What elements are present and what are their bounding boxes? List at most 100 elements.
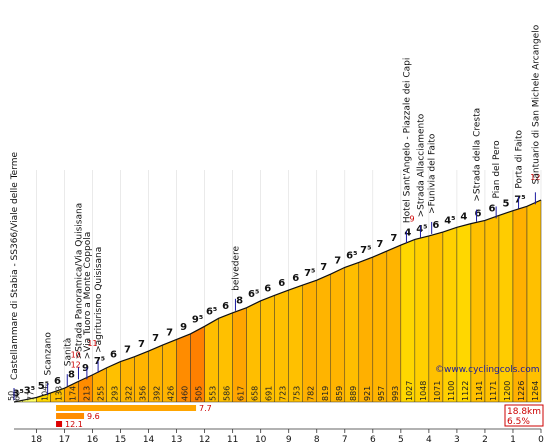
gradient-label: 4 xyxy=(460,212,467,223)
altitude-label: 553 xyxy=(209,386,218,401)
profile-segment xyxy=(316,273,332,403)
gradient-label: 7 xyxy=(152,333,159,344)
place-label: >Strada Panoramica/Via Quisisana xyxy=(74,203,84,360)
place-label: Santuario di San Michele Arcangelo xyxy=(531,24,541,184)
difficulty-bar xyxy=(56,405,197,411)
gradient-label: 6 xyxy=(488,203,495,214)
profile-segment xyxy=(456,223,472,403)
altitude-label: 819 xyxy=(321,386,330,401)
place-label: Pian del Pero xyxy=(492,140,502,199)
altitude-label: 60 xyxy=(12,391,21,401)
x-tick-label: 18 xyxy=(31,435,43,444)
profile-segment xyxy=(288,284,303,403)
gradient-label: 4 xyxy=(404,227,411,238)
place-label: >Strada Allacciamento xyxy=(416,113,426,217)
altitude-label: 586 xyxy=(223,386,232,401)
max-gradient-label: 12 xyxy=(71,360,81,369)
gradient-label: 4⁵ xyxy=(444,215,455,226)
place-labels: Castellammare di Stabia - SS366/Viale de… xyxy=(10,24,541,400)
altitude-label: 1264 xyxy=(531,381,540,401)
gradient-label: 6 xyxy=(264,283,271,294)
x-tick-label: 3 xyxy=(454,435,460,444)
gradient-label: 7⁵ xyxy=(514,194,525,205)
altitude-label: 460 xyxy=(181,386,190,401)
gradient-label: 6 xyxy=(110,350,117,361)
place-label: Porta di Faito xyxy=(515,129,525,188)
altitude-label: 1200 xyxy=(503,381,512,401)
difficulty-bar xyxy=(56,413,85,419)
summary-distance: 18.8km xyxy=(507,407,541,417)
altitude-label: 213 xyxy=(82,386,91,401)
profile-segment xyxy=(274,289,289,403)
altitude-label: 691 xyxy=(265,386,274,401)
altitude-label: 77 xyxy=(26,391,35,401)
profile-segment xyxy=(330,266,346,403)
altitude-label: 293 xyxy=(111,386,120,401)
profile-segment xyxy=(358,256,374,403)
altitude-label: 505 xyxy=(195,386,204,401)
x-tick-label: 10 xyxy=(255,435,267,444)
summary-frame xyxy=(504,404,544,427)
gradient-label: 6⁵ xyxy=(206,306,217,317)
gradient-label: 5 xyxy=(502,199,509,210)
place-label: Scanzano xyxy=(44,332,54,376)
difficulty-value: 7.7 xyxy=(199,404,212,413)
summary-box: 18.8km 6.5% xyxy=(504,404,544,427)
place-label: belvedere xyxy=(231,245,241,290)
altitude-label: 104 xyxy=(40,386,49,401)
difficulty-bar xyxy=(56,421,63,427)
x-tick-label: 12 xyxy=(199,435,210,444)
x-tick-label: 0 xyxy=(538,435,544,444)
watermark: ©www.cyclingcols.com xyxy=(435,365,539,375)
gradient-label: 6 xyxy=(278,278,285,289)
gradient-label: 6 xyxy=(292,273,299,284)
max-gradient-label: 12 xyxy=(530,173,540,182)
altitude-label: 174 xyxy=(68,386,77,401)
x-tick-label: 14 xyxy=(143,435,155,444)
gradient-label: 4⁵ xyxy=(416,224,427,235)
gradient-label: 3⁵ xyxy=(13,388,24,399)
max-gradient-label: 9 xyxy=(410,214,415,223)
altitude-label: 889 xyxy=(349,386,358,401)
gradient-label: 7⁵ xyxy=(304,268,315,279)
altitude-label: 322 xyxy=(125,386,134,401)
place-label: >Strada della Cresta xyxy=(473,108,483,202)
x-tick-label: 5 xyxy=(398,435,404,444)
gradient-label: 7 xyxy=(124,345,131,356)
gradient-label: 7 xyxy=(376,239,383,250)
summary-gradient: 6.5% xyxy=(507,417,530,427)
place-label: Sanità xyxy=(63,338,73,366)
gradient-label: 6 xyxy=(432,220,439,231)
x-tick-label: 8 xyxy=(314,435,320,444)
gradient-label: 7 xyxy=(166,327,173,338)
altitude-label: 1171 xyxy=(489,381,498,401)
altitude-label: 921 xyxy=(363,386,372,401)
altitude-label: 723 xyxy=(279,386,288,401)
gradient-label: 9 xyxy=(180,322,187,333)
x-tick-label: 11 xyxy=(227,435,238,444)
x-tick-label: 9 xyxy=(286,435,292,444)
x-tick-label: 6 xyxy=(370,435,376,444)
altitude-label: 356 xyxy=(139,386,148,401)
x-tick-label: 4 xyxy=(426,435,432,444)
place-label: >Funivia del Faito xyxy=(428,133,438,214)
altitude-label: 1226 xyxy=(517,381,526,401)
x-tick-label: 16 xyxy=(87,435,99,444)
altitude-label: 993 xyxy=(391,386,400,401)
gradient-label: 7⁵ xyxy=(360,245,371,256)
altitude-label: 426 xyxy=(167,386,176,401)
profile-segment xyxy=(442,226,458,403)
profile-segment xyxy=(414,235,430,403)
profile-segment xyxy=(386,244,402,403)
gradient-label: 6⁵ xyxy=(248,289,259,300)
place-label: >Via Tuoro a Monte Coppola xyxy=(83,232,93,360)
profile-segment xyxy=(344,262,360,403)
gradient-label: 7 xyxy=(390,233,397,244)
place-label: Castellammare di Stabia - SS366/Viale de… xyxy=(10,151,20,380)
difficulty-value: 9.6 xyxy=(87,412,100,421)
gradient-label: 3⁵ xyxy=(24,386,35,397)
gradient-label: 7 xyxy=(320,262,327,273)
altitude-label: 255 xyxy=(97,386,106,401)
gradient-label: 6 xyxy=(474,208,481,219)
